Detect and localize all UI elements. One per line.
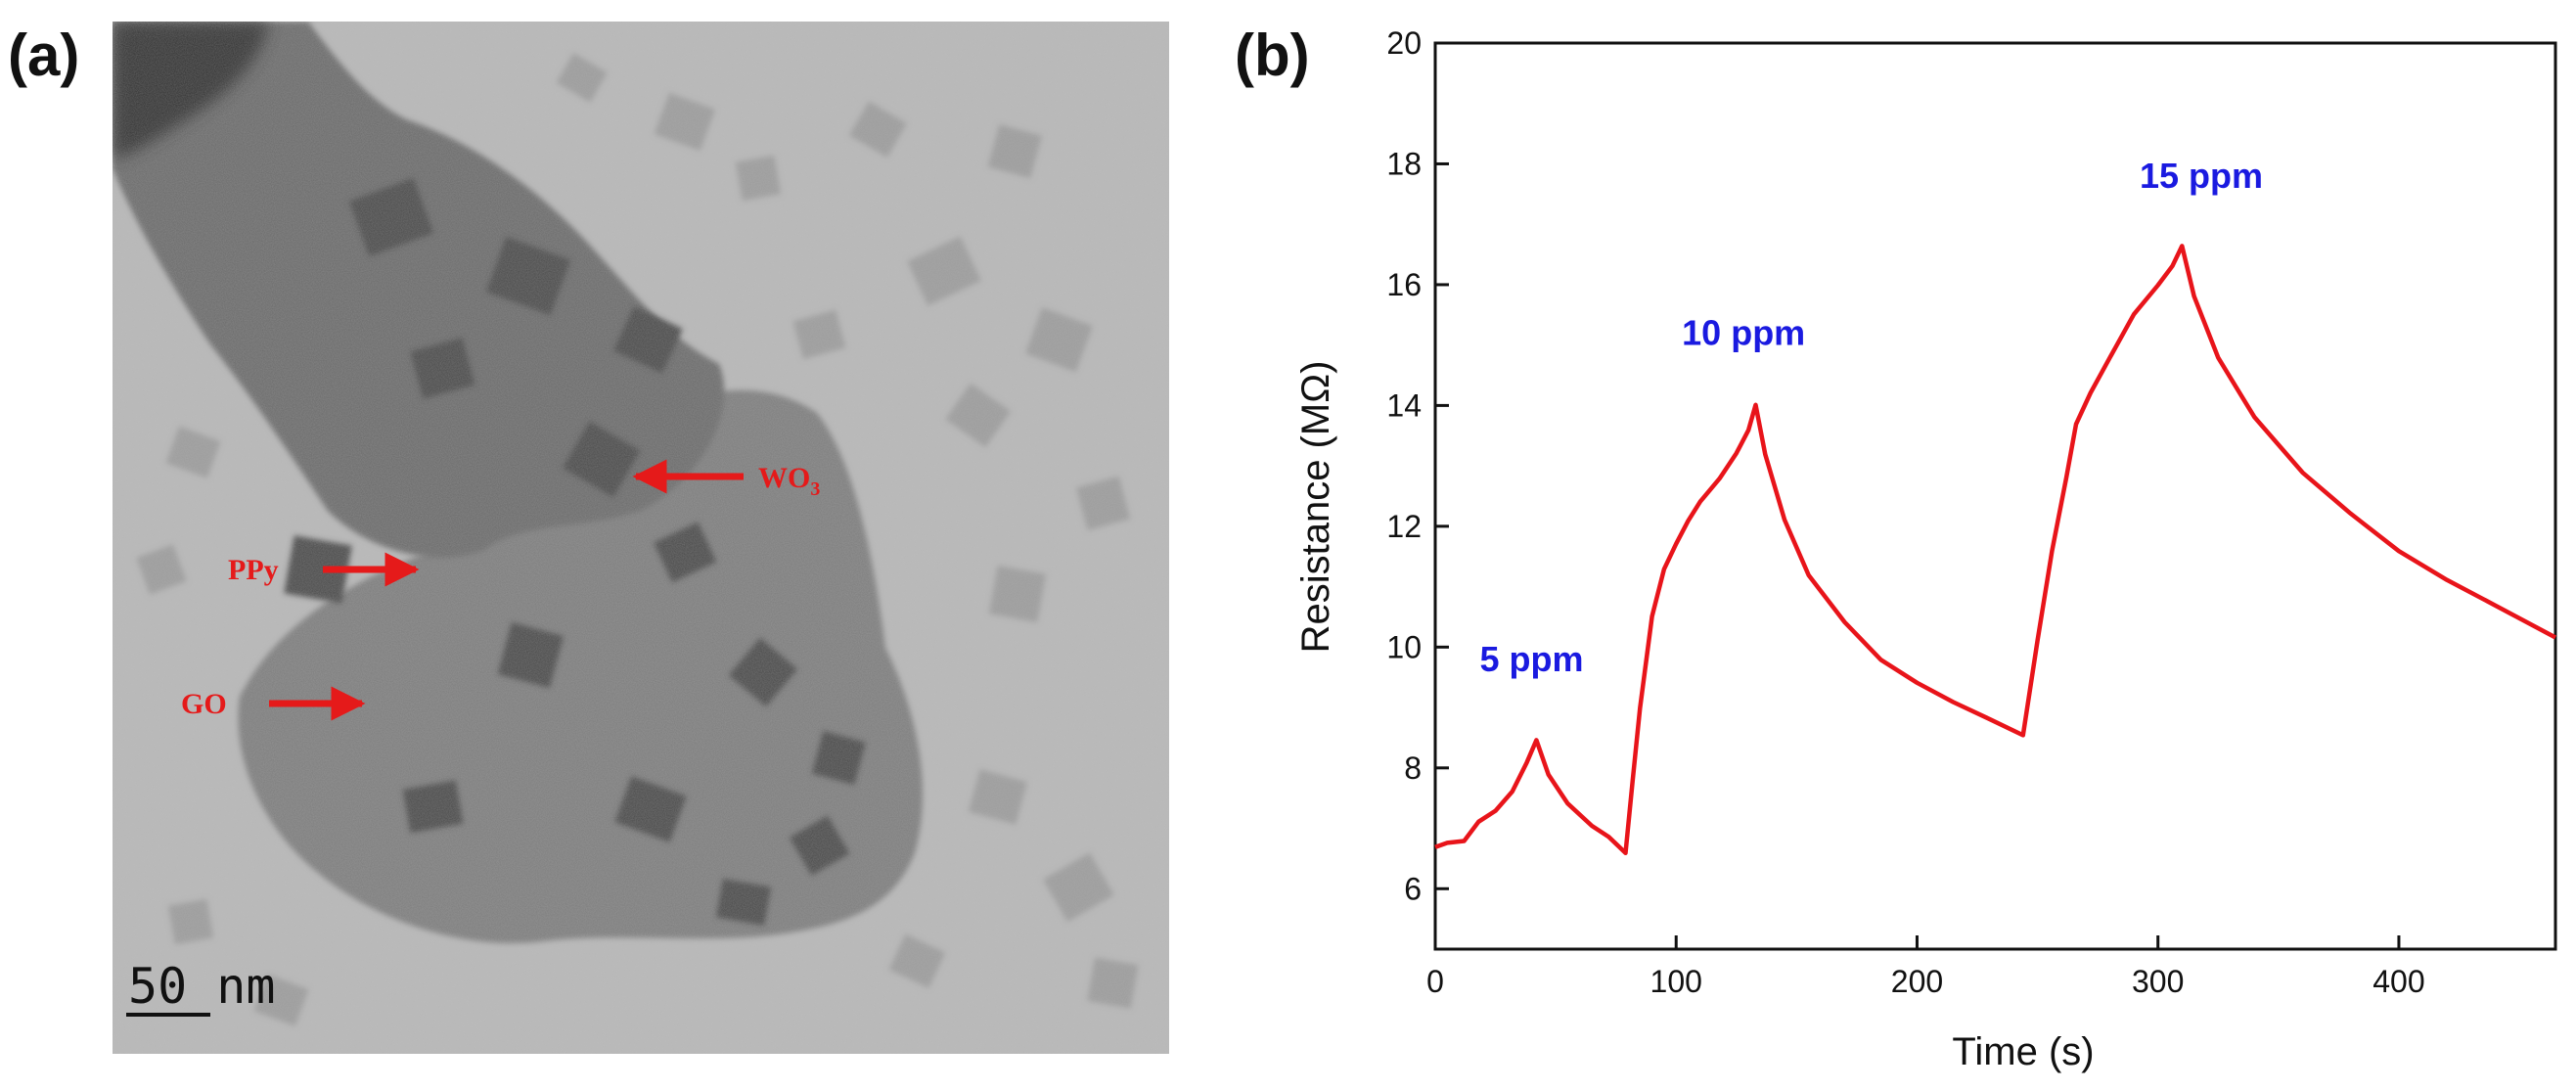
y-tick-label: 16 xyxy=(1386,267,1422,302)
ppy-annotation: PPy xyxy=(228,554,279,586)
go-annotation: GO xyxy=(181,688,227,720)
x-tick-label: 300 xyxy=(2132,964,2184,999)
y-tick-label: 8 xyxy=(1404,750,1422,786)
chart-axes xyxy=(1433,41,2557,951)
resistance-series-line xyxy=(1434,244,2557,856)
tem-micrograph: WO3 PPy GO 50 nm xyxy=(113,22,1169,1054)
plot-frame xyxy=(1433,41,2557,951)
chart-annotations: 5 ppm 10 ppm 15 ppm xyxy=(1479,156,2263,679)
x-tick-label: 400 xyxy=(2373,964,2424,999)
scale-bar-label: 50 nm xyxy=(128,958,276,1015)
y-tick-label: 18 xyxy=(1386,146,1422,181)
y-tick-label: 20 xyxy=(1386,25,1422,61)
y-tick-label: 10 xyxy=(1386,629,1422,664)
y-tick-label: 12 xyxy=(1386,509,1422,544)
wo3-subscript: 3 xyxy=(810,478,820,500)
x-tick-label: 200 xyxy=(1891,964,1943,999)
concentration-annotation: 5 ppm xyxy=(1479,639,1583,679)
x-axis-label: Time (s) xyxy=(1952,1030,2094,1073)
concentration-annotation: 10 ppm xyxy=(1682,313,1805,353)
wo3-text: WO xyxy=(758,462,810,494)
y-axis-label: Resistance (MΩ) xyxy=(1294,361,1337,654)
panel-label-a: (a) xyxy=(8,23,80,88)
concentration-annotation: 15 ppm xyxy=(2140,156,2263,196)
chart-ticks: 0 100 200 300 400 6 8 10 12 14 16 18 20 xyxy=(1386,25,2424,999)
y-tick-label: 6 xyxy=(1404,871,1422,906)
y-tick-label: 14 xyxy=(1386,387,1422,423)
panel-label-b: (b) xyxy=(1235,23,1310,88)
x-tick-label: 100 xyxy=(1650,964,1702,999)
wo3-annotation: WO3 xyxy=(758,462,820,500)
x-tick-label: 0 xyxy=(1426,964,1444,999)
